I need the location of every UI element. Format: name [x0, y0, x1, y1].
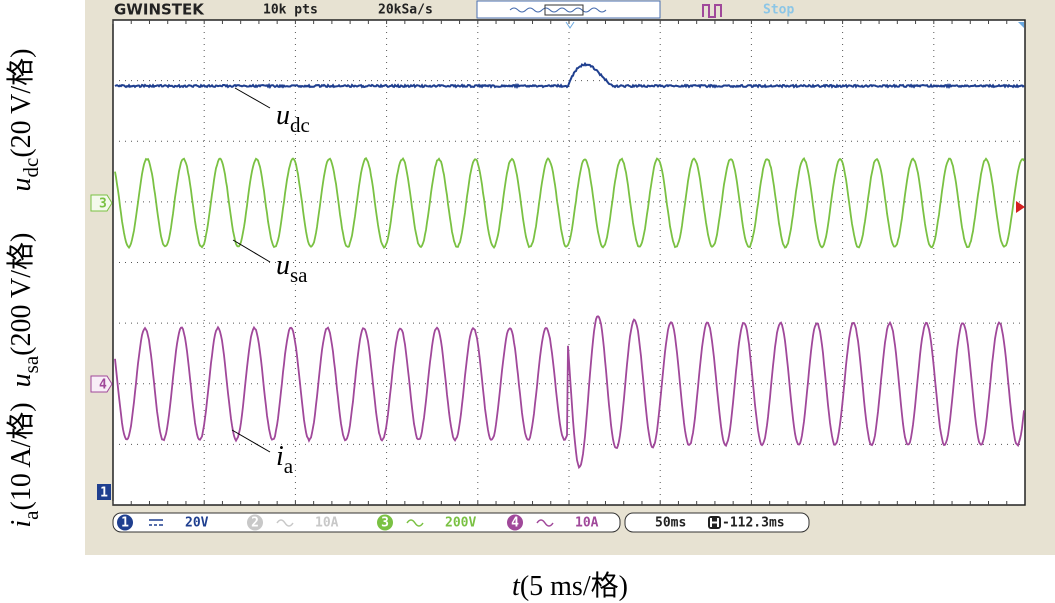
axis-label: udc(20 V/格) — [5, 49, 43, 192]
trigger-icon — [702, 4, 722, 18]
symbol: u — [276, 250, 290, 281]
leader-line — [234, 87, 271, 109]
channel-bar — [112, 512, 621, 533]
channel-scale: 10A — [315, 516, 339, 531]
channel-number: 2 — [251, 516, 259, 531]
ch1-marker: 1 — [97, 484, 111, 501]
symbol: u — [6, 177, 37, 191]
coupling-dc — [149, 519, 163, 526]
channel-badge — [117, 514, 133, 531]
channel-list: 1 20V 2 10A 3 200V 4 10A — [117, 514, 599, 531]
memory-window — [544, 4, 584, 16]
trace-label: ia — [276, 441, 294, 478]
h-icon-glyph — [710, 518, 719, 527]
memory-bar — [476, 0, 661, 19]
horizontal-position: -112.3ms — [722, 516, 785, 531]
channel-badge — [377, 514, 393, 531]
symbol: u — [6, 373, 37, 387]
record-length: 10k pts — [263, 3, 318, 18]
marker-label: 4 — [99, 378, 107, 393]
channel-badge — [507, 514, 523, 531]
symbol: t — [512, 571, 521, 602]
ch4-marker: 4 — [90, 375, 113, 393]
trigger-level — [1016, 201, 1025, 213]
unit: (200 V/格) — [5, 233, 37, 356]
symbol: i — [276, 441, 284, 472]
marker-label: 1 — [100, 486, 108, 501]
run-status: Stop — [763, 3, 794, 18]
subscript: dc — [19, 158, 43, 178]
timebase: 50ms — [655, 516, 686, 531]
coupling-ac — [406, 519, 424, 527]
coupling-ac — [536, 519, 554, 527]
subscript: sa — [19, 355, 43, 373]
coupling-ac — [276, 519, 294, 527]
ch3-marker: 3 — [90, 194, 113, 212]
x-axis-label: t(5 ms/格) — [512, 570, 628, 602]
channel-badge — [247, 514, 263, 531]
udc-trace — [114, 61, 1025, 90]
trace-label: usa — [276, 250, 308, 287]
marker-label: 3 — [99, 197, 107, 212]
subscript: sa — [290, 263, 308, 287]
traces — [114, 61, 1025, 470]
unit: (10 A/格) — [5, 402, 37, 510]
channel-scale: 10A — [575, 516, 599, 531]
axis-label: ia(10 A/格) — [5, 402, 43, 527]
symbol: u — [276, 100, 290, 131]
usa-trace — [114, 157, 1025, 250]
leader-line — [232, 239, 271, 263]
channel-number: 4 — [511, 516, 519, 531]
memory-wave — [509, 7, 607, 13]
channel-scale: 20V — [185, 516, 209, 531]
symbol: i — [6, 520, 37, 528]
channel-scale: 200V — [445, 516, 476, 531]
channel-number: 1 — [121, 516, 129, 531]
brand: GWINSTEK — [114, 1, 205, 19]
subscript: a — [284, 454, 294, 478]
subscript: a — [19, 510, 43, 520]
channel-number: 3 — [381, 516, 389, 531]
trigger-position — [565, 21, 575, 29]
unit: (20 V/格) — [5, 49, 37, 158]
leader-line — [231, 429, 271, 453]
subscript: dc — [290, 113, 310, 137]
ia-trace — [114, 315, 1025, 470]
corner-marker — [1018, 22, 1024, 28]
unit: (5 ms/格) — [520, 570, 628, 602]
trace-label: udc — [276, 100, 310, 137]
axis-label: usa(200 V/格) — [5, 233, 43, 388]
sample-rate: 20kSa/s — [378, 3, 433, 18]
